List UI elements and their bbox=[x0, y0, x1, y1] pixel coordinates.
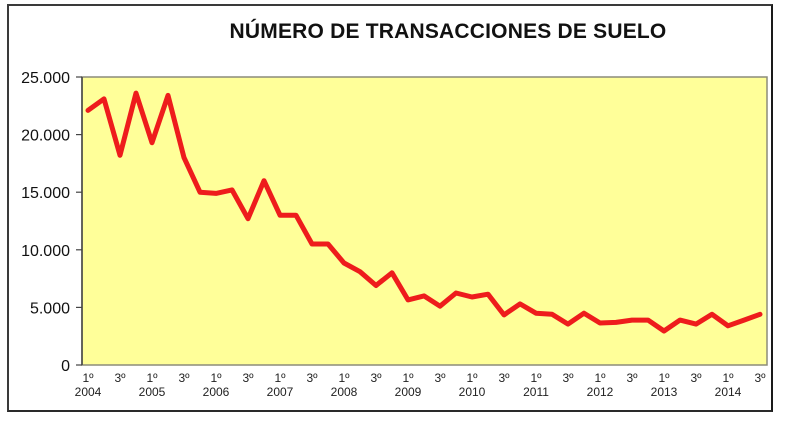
y-axis: 0 5.000 10.000 15.000 20.000 25.000 bbox=[21, 70, 83, 375]
x-tick-quarter: 1º bbox=[466, 371, 478, 385]
x-tick-year: 2008 bbox=[331, 385, 358, 399]
x-tick-quarter: 1º bbox=[146, 371, 158, 385]
x-tick-quarter: 1º bbox=[338, 371, 350, 385]
x-tick-quarter: 3º bbox=[626, 371, 638, 385]
x-tick-quarter: 1º bbox=[274, 371, 286, 385]
x-tick-quarter: 3º bbox=[562, 371, 574, 385]
x-tick-quarter: 3º bbox=[370, 371, 382, 385]
x-tick-quarter: 3º bbox=[690, 371, 702, 385]
y-tick-label: 25.000 bbox=[21, 70, 70, 87]
x-tick-year: 2013 bbox=[651, 385, 678, 399]
x-tick-quarter: 3º bbox=[242, 371, 254, 385]
x-tick-quarter: 1º bbox=[530, 371, 542, 385]
x-tick-year: 2014 bbox=[715, 385, 742, 399]
x-tick-year: 2010 bbox=[459, 385, 486, 399]
x-tick-year: 2006 bbox=[203, 385, 230, 399]
y-tick-label: 5.000 bbox=[30, 300, 70, 317]
x-tick-year: 2007 bbox=[267, 385, 294, 399]
y-tick-label: 10.000 bbox=[21, 243, 70, 260]
x-tick-quarter: 3º bbox=[434, 371, 446, 385]
x-tick-quarter: 3º bbox=[178, 371, 190, 385]
x-tick-quarter: 1º bbox=[210, 371, 222, 385]
x-tick-quarter: 1º bbox=[722, 371, 734, 385]
x-tick-year: 2011 bbox=[523, 385, 549, 399]
x-tick-quarter: 3º bbox=[114, 371, 126, 385]
x-tick-quarter: 1º bbox=[658, 371, 670, 385]
x-tick-year: 2009 bbox=[395, 385, 422, 399]
x-tick-quarter: 3º bbox=[306, 371, 318, 385]
x-tick-year: 2012 bbox=[587, 385, 614, 399]
y-tick-label: 15.000 bbox=[21, 185, 70, 202]
y-tick-label: 0 bbox=[61, 358, 70, 375]
x-tick-quarter: 3º bbox=[498, 371, 510, 385]
x-tick-year: 2005 bbox=[139, 385, 166, 399]
chart-title: NÚMERO DE TRANSACCIONES DE SUELO bbox=[229, 20, 667, 43]
y-tick-label: 20.000 bbox=[21, 128, 70, 145]
x-tick-year: 2004 bbox=[75, 385, 102, 399]
x-tick-quarter: 1º bbox=[82, 371, 94, 385]
plot-area bbox=[81, 76, 768, 366]
x-tick-quarter: 1º bbox=[402, 371, 414, 385]
data-line bbox=[85, 90, 763, 334]
x-tick-quarter: 3º bbox=[754, 371, 766, 385]
x-tick-quarter: 1º bbox=[594, 371, 606, 385]
